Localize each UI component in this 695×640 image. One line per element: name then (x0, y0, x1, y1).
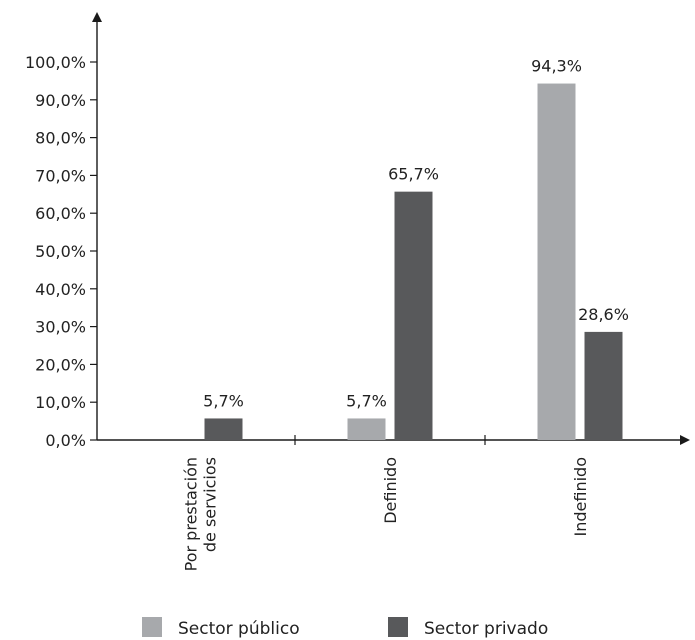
category-label: Por prestación (182, 457, 201, 571)
legend-label: Sector privado (424, 619, 548, 639)
legend-swatch (388, 617, 408, 637)
x-axis-arrow-icon (680, 435, 690, 445)
category-labels: Por prestación de servicios Definido Indefi… (182, 457, 591, 571)
bars (204, 83, 623, 441)
data-label: 28,6% (578, 305, 629, 324)
y-tick-label: 100,0% (25, 53, 86, 72)
y-tick-label: 20,0% (35, 355, 86, 374)
bar (394, 191, 433, 440)
category-label: Indefinido (571, 457, 590, 536)
bar (584, 331, 623, 440)
bar (537, 83, 576, 441)
data-label: 65,7% (388, 165, 439, 184)
y-tick-label: 70,0% (35, 166, 86, 185)
bar (347, 418, 386, 440)
data-label: 5,7% (346, 391, 387, 410)
category-label: Definido (381, 457, 400, 524)
y-tick-label: 80,0% (35, 129, 86, 148)
y-tick-label: 30,0% (35, 318, 86, 337)
data-label: 94,3% (531, 57, 582, 76)
y-axis-arrow-icon (92, 12, 102, 22)
legend-swatch (142, 617, 162, 637)
data-labels: 5,7% 5,7% 65,7% 94,3% 28,6% (203, 57, 629, 411)
bar (204, 418, 243, 440)
y-tick-label: 0,0% (45, 431, 86, 450)
y-axis-ticks: 0,0% 10,0% 20,0% 30,0% 40,0% 50,0% 60,0% 70,0% 8… (25, 53, 97, 450)
y-tick-label: 60,0% (35, 204, 86, 223)
y-tick-label: 90,0% (35, 91, 86, 110)
legend: Sector público Sector privado (142, 617, 548, 639)
data-label: 5,7% (203, 391, 244, 410)
y-tick-label: 40,0% (35, 280, 86, 299)
legend-label: Sector público (178, 619, 300, 639)
y-tick-label: 50,0% (35, 242, 86, 261)
y-tick-label: 10,0% (35, 393, 86, 412)
category-label: de servicios (201, 457, 220, 552)
